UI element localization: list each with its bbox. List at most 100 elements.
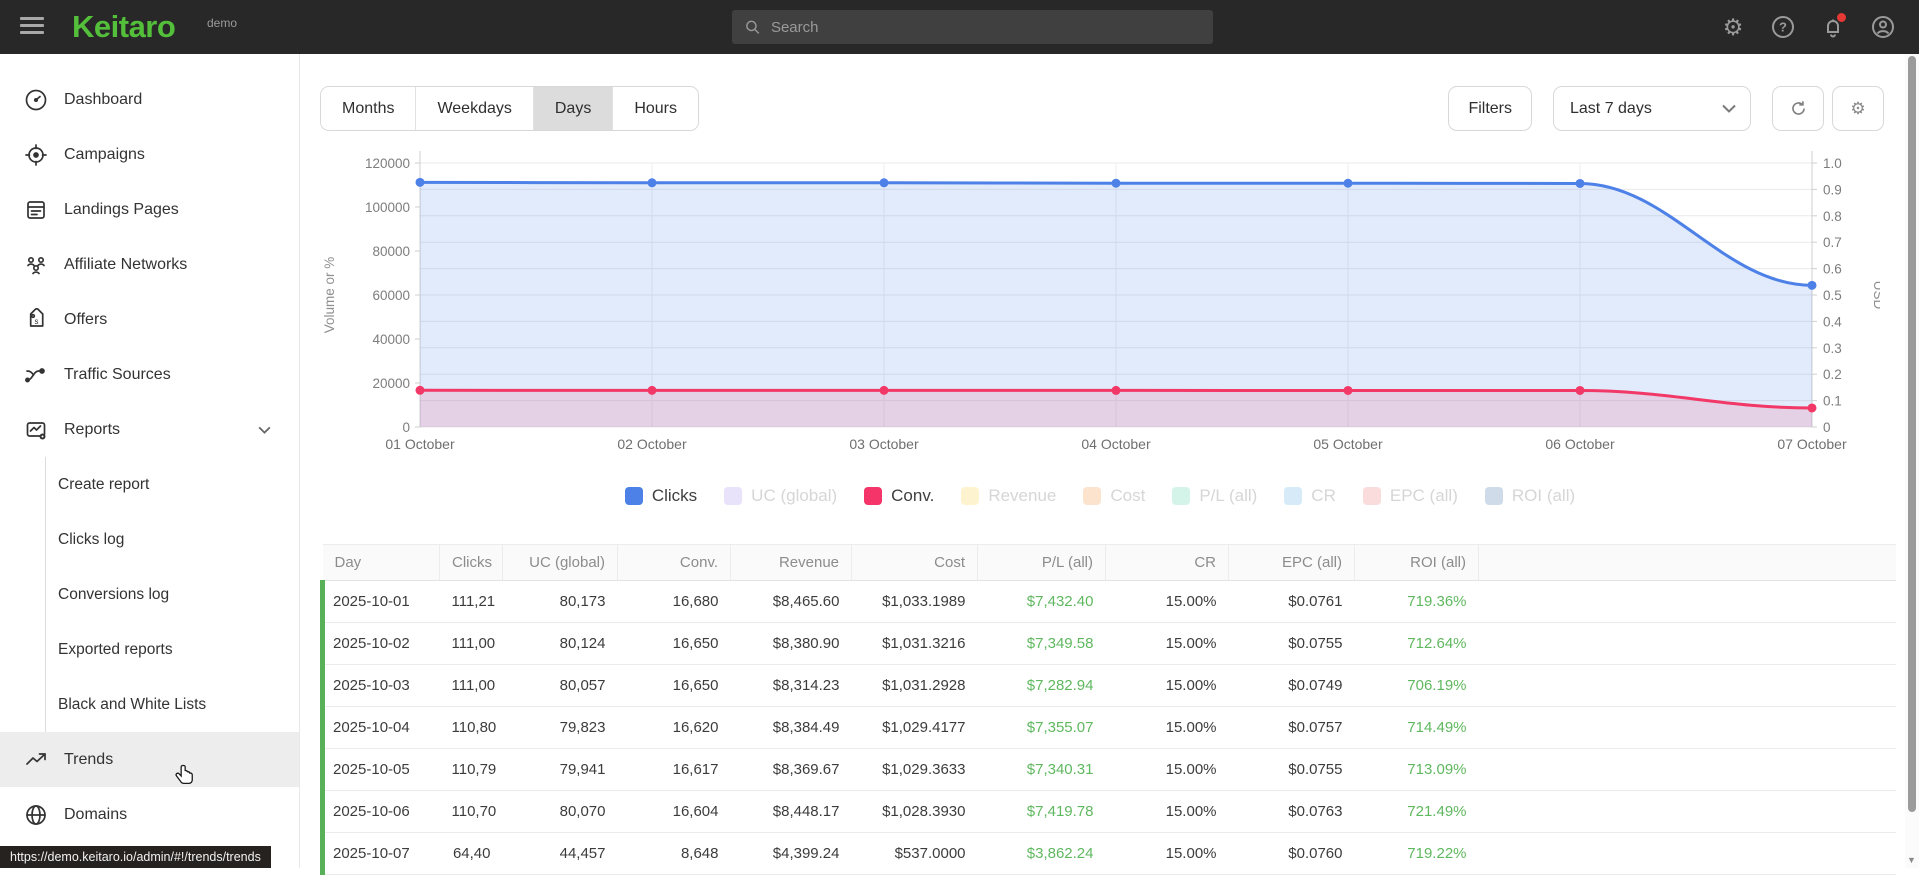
- table-cell: 80,070: [503, 791, 618, 833]
- column-header[interactable]: EPC (all): [1229, 545, 1355, 581]
- sidebar-subitem-clicks-log[interactable]: Clicks log: [46, 512, 299, 567]
- menu-toggle-icon[interactable]: [20, 17, 44, 37]
- settings-icon[interactable]: ⚙: [1721, 15, 1745, 39]
- sidebar-item-reports[interactable]: Reports: [0, 402, 299, 457]
- legend-item-roi-all-[interactable]: ROI (all): [1485, 486, 1575, 506]
- table-cell: 80,173: [503, 581, 618, 623]
- landings-icon: [24, 198, 48, 222]
- svg-text:02 October: 02 October: [617, 436, 687, 452]
- sidebar-item-domains[interactable]: Domains: [0, 787, 299, 842]
- scrollbar-down-arrow[interactable]: ▼: [1907, 855, 1916, 865]
- sidebar-subitem-exported-reports[interactable]: Exported reports: [46, 622, 299, 677]
- table-cell: 15.00%: [1106, 791, 1229, 833]
- column-header[interactable]: Revenue: [731, 545, 852, 581]
- chart-legend: Clicks UC (global) Conv. Revenue Cost P/L (al…: [320, 486, 1880, 506]
- sidebar-item-affiliate-networks[interactable]: Affiliate Networks: [0, 237, 299, 292]
- sidebar-item-traffic-sources[interactable]: Traffic Sources: [0, 347, 299, 402]
- svg-text:1.0: 1.0: [1823, 156, 1842, 171]
- legend-item-cr[interactable]: CR: [1284, 486, 1336, 506]
- table-cell: 80,124: [503, 623, 618, 665]
- table-cell: 2025-10-05: [323, 749, 440, 791]
- table-cell: $7,432.40: [978, 581, 1106, 623]
- table-cell: $7,282.94: [978, 665, 1106, 707]
- notification-dot: [1837, 13, 1846, 22]
- filters-button[interactable]: Filters: [1448, 86, 1532, 131]
- link-status-bar: https://demo.keitaro.io/admin/#!/trends/…: [0, 846, 271, 868]
- global-search[interactable]: [732, 10, 1213, 44]
- vertical-scrollbar[interactable]: ▼: [1905, 54, 1919, 868]
- table-cell: 111,00: [440, 665, 503, 707]
- search-input[interactable]: [771, 19, 1201, 36]
- notifications-bell-icon[interactable]: [1821, 15, 1845, 39]
- tab-weekdays[interactable]: Weekdays: [415, 87, 532, 130]
- column-header[interactable]: UC (global): [503, 545, 618, 581]
- table-cell: 111,21: [440, 581, 503, 623]
- trends-icon: [24, 748, 48, 772]
- sidebar-item-landings-pages[interactable]: Landings Pages: [0, 182, 299, 237]
- sidebar-item-trends[interactable]: Trends: [0, 732, 299, 787]
- legend-item-p-l-all-[interactable]: P/L (all): [1172, 486, 1257, 506]
- tab-hours[interactable]: Hours: [612, 87, 698, 130]
- sidebar-item-label: Offers: [64, 311, 107, 329]
- legend-item-conv-[interactable]: Conv.: [864, 486, 934, 506]
- sidebar-subitem-create-report[interactable]: Create report: [46, 457, 299, 512]
- legend-label: Cost: [1110, 486, 1145, 506]
- svg-text:0.6: 0.6: [1823, 262, 1842, 277]
- sidebar-item-campaigns[interactable]: Campaigns: [0, 127, 299, 182]
- legend-swatch: [1083, 487, 1101, 505]
- user-avatar-icon[interactable]: [1871, 15, 1895, 39]
- refresh-button[interactable]: [1772, 86, 1824, 131]
- svg-text:0.3: 0.3: [1823, 341, 1842, 356]
- column-header[interactable]: Cost: [852, 545, 978, 581]
- table-cell: 706.19%: [1355, 665, 1479, 707]
- table-cell: 79,823: [503, 707, 618, 749]
- table-cell: $0.0761: [1229, 581, 1355, 623]
- table-cell: 712.64%: [1355, 623, 1479, 665]
- svg-text:20000: 20000: [372, 376, 410, 391]
- legend-item-revenue[interactable]: Revenue: [961, 486, 1056, 506]
- table-cell-filler: [1479, 623, 1897, 665]
- legend-item-uc-global-[interactable]: UC (global): [724, 486, 837, 506]
- table-cell: $1,031.2928: [852, 665, 978, 707]
- column-header[interactable]: ROI (all): [1355, 545, 1479, 581]
- legend-item-epc-all-[interactable]: EPC (all): [1363, 486, 1458, 506]
- help-icon[interactable]: ?: [1771, 15, 1795, 39]
- svg-text:80000: 80000: [372, 244, 410, 259]
- sidebar-subitem-black-and-white-lists[interactable]: Black and White Lists: [46, 677, 299, 732]
- column-header-filler: [1479, 545, 1897, 581]
- scrollbar-thumb[interactable]: [1908, 56, 1916, 812]
- column-header[interactable]: CR: [1106, 545, 1229, 581]
- legend-item-clicks[interactable]: Clicks: [625, 486, 697, 506]
- svg-text:?: ?: [1779, 20, 1787, 35]
- legend-item-cost[interactable]: Cost: [1083, 486, 1145, 506]
- brand-logo[interactable]: Keitaro: [72, 9, 175, 45]
- column-header[interactable]: P/L (all): [978, 545, 1106, 581]
- table-cell: $8,369.67: [731, 749, 852, 791]
- sidebar-subitem-conversions-log[interactable]: Conversions log: [46, 567, 299, 622]
- tab-days[interactable]: Days: [533, 87, 612, 130]
- svg-text:0.1: 0.1: [1823, 394, 1842, 409]
- sidebar-item-dashboard[interactable]: Dashboard: [0, 72, 299, 127]
- column-header[interactable]: Conv.: [618, 545, 731, 581]
- tab-months[interactable]: Months: [321, 87, 415, 130]
- table-cell-filler: [1479, 749, 1897, 791]
- table-cell-filler: [1479, 665, 1897, 707]
- column-header[interactable]: Clicks: [440, 545, 503, 581]
- chart-settings-button[interactable]: ⚙: [1832, 86, 1884, 131]
- table-cell: 16,650: [618, 623, 731, 665]
- table-cell: $0.0755: [1229, 623, 1355, 665]
- column-header[interactable]: Day: [323, 545, 440, 581]
- period-select[interactable]: Last 7 days: [1553, 86, 1751, 131]
